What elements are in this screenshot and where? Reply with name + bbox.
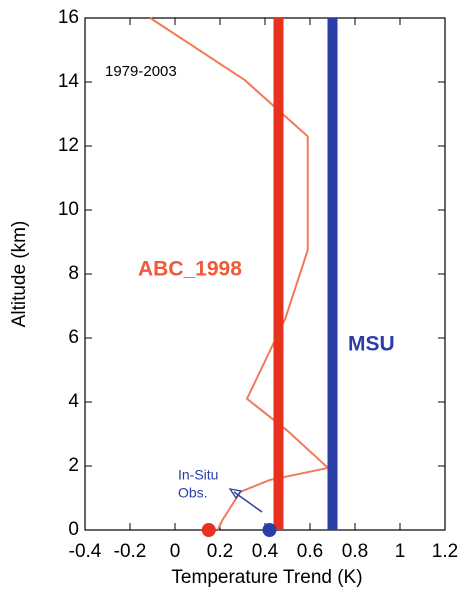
y-tick-label: 16 <box>58 7 79 28</box>
annotation: Obs. <box>178 485 208 501</box>
x-tick-label: 1 <box>395 541 406 562</box>
y-tick-label: 10 <box>58 199 79 220</box>
x-tick-label: 0.4 <box>252 541 279 562</box>
arrow-head <box>228 488 243 500</box>
annotation: MSU <box>348 333 395 356</box>
in-situ-point <box>262 523 277 537</box>
y-tick-label: 8 <box>68 263 79 284</box>
annotation: ABC_1998 <box>138 258 242 281</box>
x-tick-label: 0.2 <box>207 541 233 562</box>
x-tick-label: 0 <box>170 541 181 562</box>
x-axis-label: Temperature Trend (K) <box>171 567 362 588</box>
y-tick-label: 6 <box>68 327 79 348</box>
in-situ-point <box>201 523 216 537</box>
y-tick-label: 4 <box>68 391 79 412</box>
y-tick-label: 14 <box>58 71 80 92</box>
annotation: 1979-2003 <box>105 63 177 80</box>
annotation: In-Situ <box>178 467 218 483</box>
y-tick-label: 0 <box>68 519 79 540</box>
y-tick-label: 2 <box>68 455 79 476</box>
x-tick-label: -0.4 <box>69 541 102 562</box>
x-tick-label: 0.6 <box>297 541 323 562</box>
x-tick-label: 1.2 <box>432 541 458 562</box>
x-tick-label: 0.8 <box>342 541 368 562</box>
y-tick-label: 12 <box>58 135 79 156</box>
y-axis-label: Altitude (km) <box>9 221 30 328</box>
x-tick-label: -0.2 <box>114 541 147 562</box>
